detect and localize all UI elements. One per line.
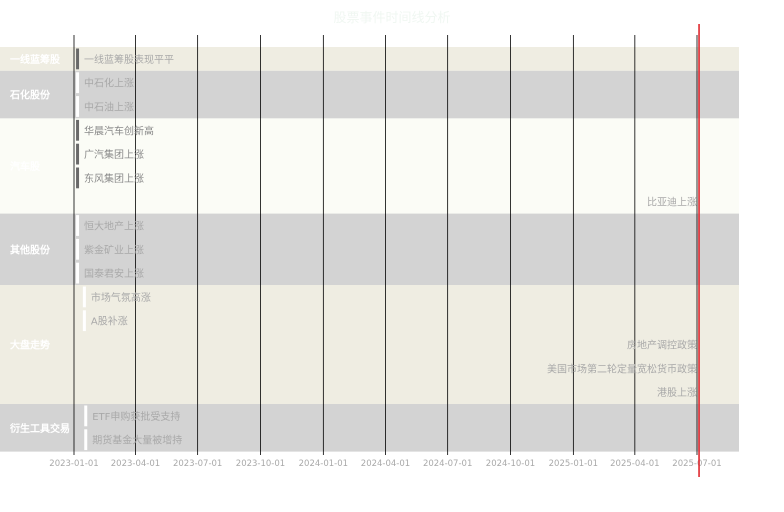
event-label: 一线蓝筹股表现平平 (84, 53, 174, 66)
group-band (0, 404, 739, 452)
x-tick-label: 2024-10-01 (486, 459, 535, 469)
event-label: A股补涨 (91, 315, 128, 328)
group-label: 衍生工具交易 (9, 422, 70, 435)
group-band (0, 70, 739, 119)
event-label: 华晨汽车创新高 (84, 124, 154, 137)
group-label: 一线蓝筹股 (10, 53, 61, 66)
group-label: 其他股份 (10, 243, 51, 256)
event-label: 紫金矿业上涨 (84, 243, 144, 256)
chart-title: 股票事件时间线分析 (333, 11, 450, 26)
event-marker (84, 429, 88, 451)
x-tick-label: 2023-10-01 (236, 459, 285, 469)
group-band (0, 213, 739, 285)
event-label: 广汽集团上涨 (84, 148, 144, 161)
event-marker (82, 310, 86, 332)
event-marker (76, 238, 80, 260)
event-marker (82, 286, 86, 308)
x-tick-label: 2023-07-01 (173, 459, 222, 469)
group-label: 石化股份 (9, 89, 51, 102)
event-marker (76, 48, 80, 70)
x-tick-label: 2024-01-01 (299, 459, 348, 469)
event-marker (76, 215, 80, 236)
event-marker (76, 119, 80, 141)
event-label: 美国市场第二轮定量宽松货币政策 (547, 362, 697, 375)
event-marker (76, 167, 80, 189)
group-label: 大盘走势 (10, 339, 50, 352)
group-band (0, 47, 739, 71)
x-tick-label: 2024-04-01 (361, 459, 410, 469)
event-label: 国泰君安上涨 (84, 267, 144, 280)
event-marker (84, 405, 88, 427)
event-label: 东风集团上涨 (84, 172, 144, 185)
event-marker (76, 96, 80, 117)
event-label: ETF申购获批受支持 (92, 410, 180, 423)
event-label: 市场气氛高涨 (91, 291, 151, 304)
event-label: 比亚迪上涨 (647, 197, 697, 209)
x-tick-label: 2025-07-01 (672, 459, 721, 469)
event-label: 中石化上涨 (84, 77, 134, 90)
group-band (0, 285, 739, 404)
event-label: 港股上涨 (657, 387, 697, 399)
x-tick-label: 2025-04-01 (610, 459, 659, 469)
x-tick-label: 2023-01-01 (49, 459, 98, 469)
event-label: 期货基金大量被增持 (92, 434, 182, 447)
event-marker (76, 262, 80, 284)
x-tick-label: 2023-04-01 (111, 459, 160, 469)
x-tick-label: 2025-01-01 (549, 459, 598, 469)
group-label: 汽车股 (10, 160, 41, 173)
group-band (0, 118, 739, 214)
event-label: 恒大地产上涨 (84, 220, 144, 233)
x-tick-label: 2024-07-01 (423, 459, 472, 469)
event-marker (76, 72, 80, 94)
event-label: 中石油上涨 (84, 101, 134, 114)
event-marker (76, 143, 80, 165)
event-label: 房地产调控政策 (627, 339, 697, 352)
